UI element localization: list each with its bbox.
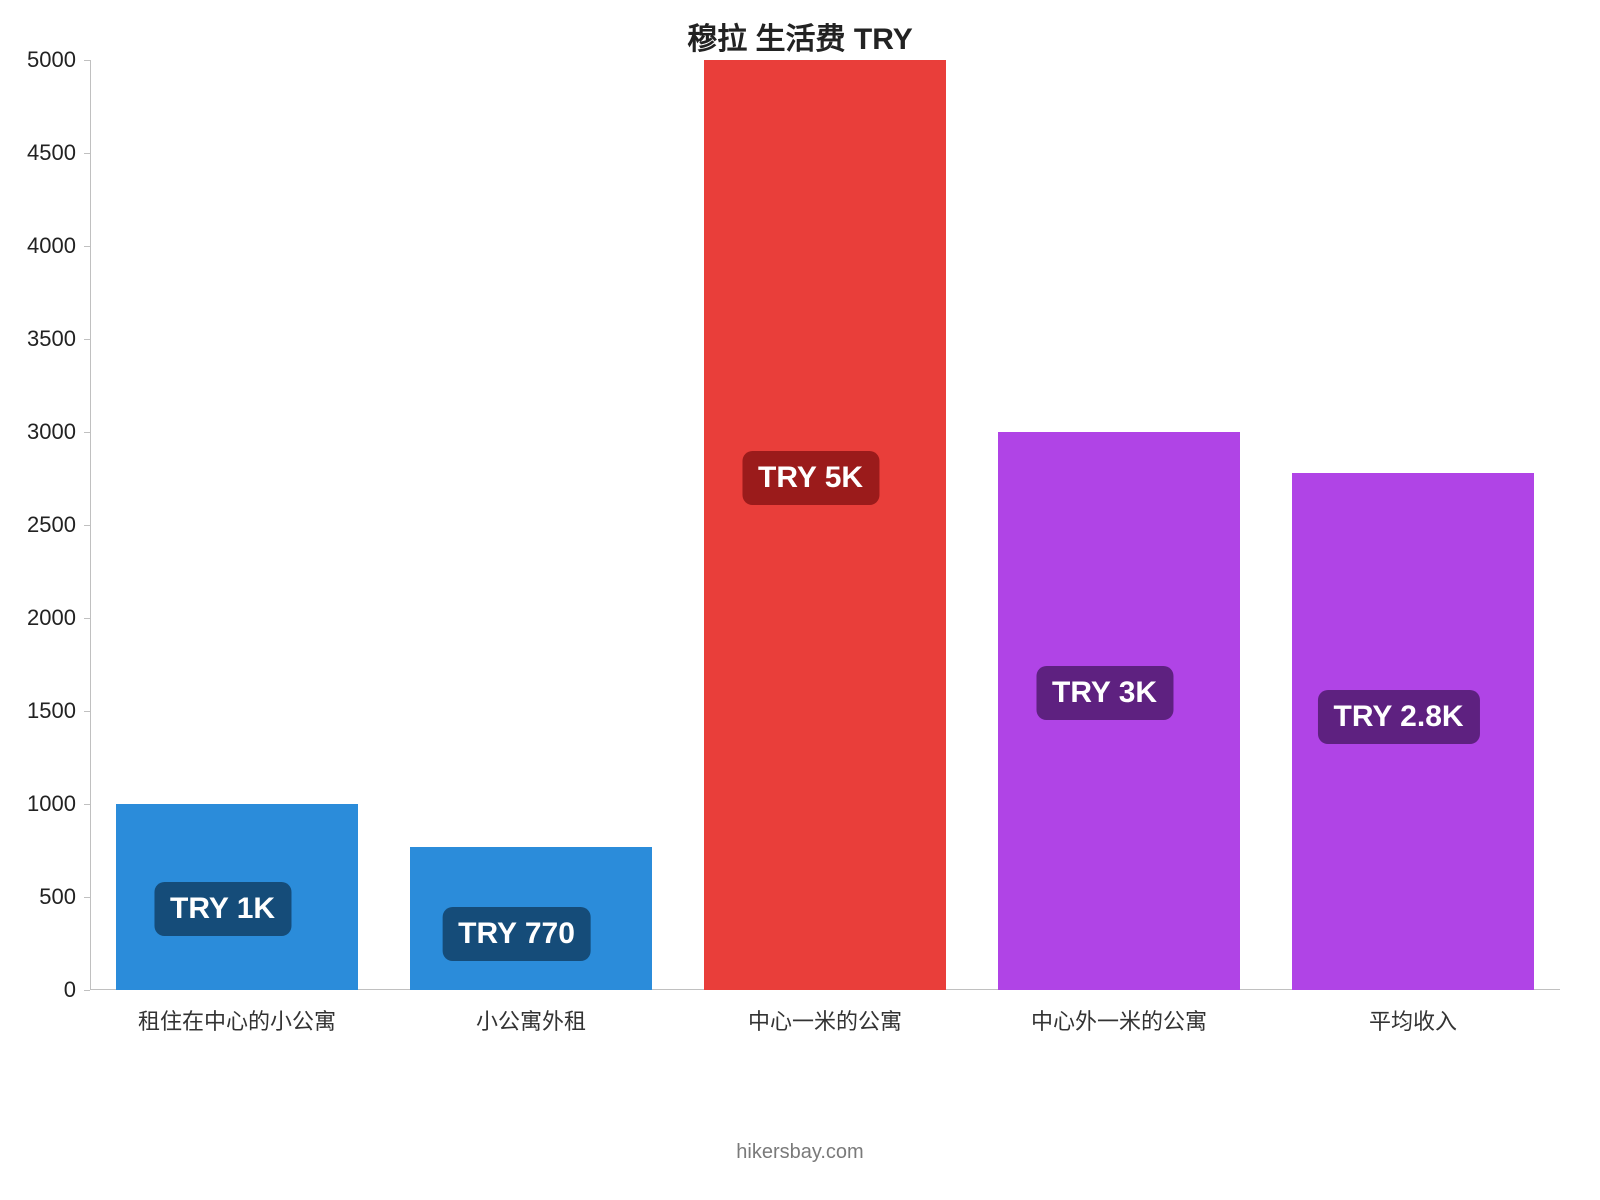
y-tick-label: 3000 <box>27 419 90 445</box>
chart-container: 穆拉 生活费 TRY 05001000150020002500300035004… <box>0 0 1600 1200</box>
chart-title: 穆拉 生活费 TRY <box>0 14 1600 58</box>
y-tick-mark <box>84 432 90 433</box>
value-badge: TRY 5K <box>742 451 879 505</box>
y-tick-label: 500 <box>39 884 90 910</box>
x-category-label: 中心一米的公寓 <box>748 990 902 1036</box>
credit-text: hikersbay.com <box>0 1141 1600 1164</box>
x-category-label: 租住在中心的小公寓 <box>138 990 336 1036</box>
x-category-label: 小公寓外租 <box>476 990 586 1036</box>
y-tick-mark <box>84 711 90 712</box>
plot-area: 0500100015002000250030003500400045005000… <box>90 60 1560 990</box>
y-tick-mark <box>84 897 90 898</box>
value-badge: TRY 3K <box>1036 666 1173 720</box>
y-tick-mark <box>84 60 90 61</box>
y-tick-label: 5000 <box>27 47 90 73</box>
y-tick-mark <box>84 246 90 247</box>
y-tick-label: 1500 <box>27 698 90 724</box>
y-tick-mark <box>84 153 90 154</box>
y-tick-mark <box>84 618 90 619</box>
y-tick-label: 2000 <box>27 605 90 631</box>
value-badge: TRY 770 <box>442 907 591 961</box>
value-badge: TRY 2.8K <box>1318 690 1480 744</box>
y-tick-mark <box>84 339 90 340</box>
x-category-label: 平均收入 <box>1369 990 1457 1036</box>
value-badge: TRY 1K <box>154 882 291 936</box>
y-tick-label: 1000 <box>27 791 90 817</box>
y-tick-label: 4000 <box>27 233 90 259</box>
x-category-label: 中心外一米的公寓 <box>1031 990 1207 1036</box>
y-axis <box>90 60 91 990</box>
y-tick-label: 2500 <box>27 512 90 538</box>
y-tick-label: 4500 <box>27 140 90 166</box>
bar <box>704 60 945 990</box>
y-tick-mark <box>84 990 90 991</box>
y-tick-label: 3500 <box>27 326 90 352</box>
y-tick-mark <box>84 525 90 526</box>
y-tick-mark <box>84 804 90 805</box>
